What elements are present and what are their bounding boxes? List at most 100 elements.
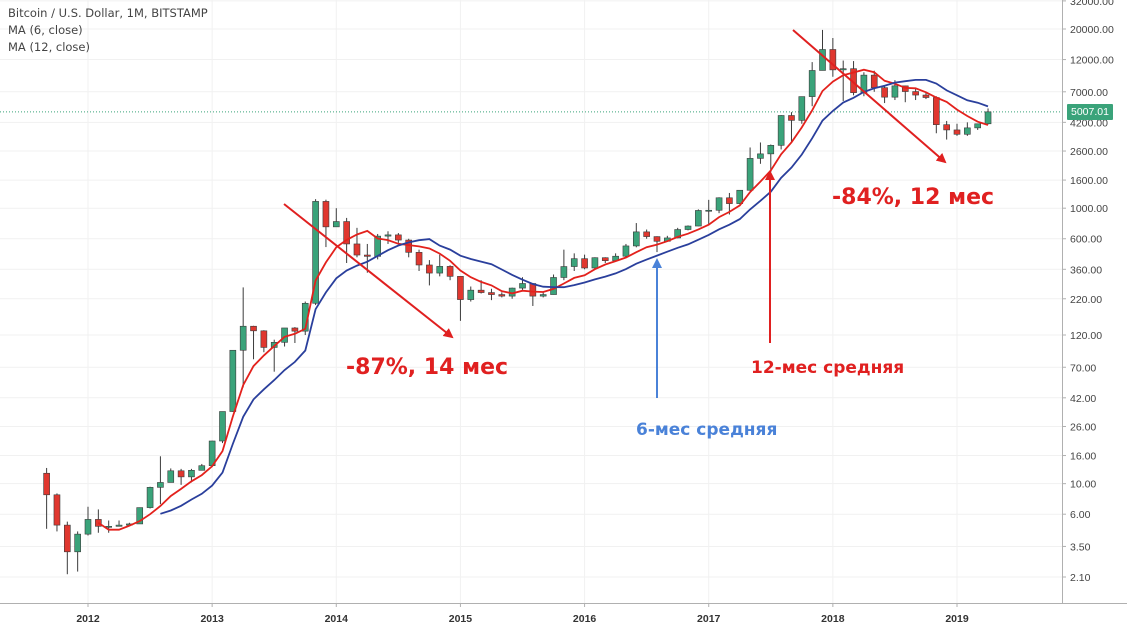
- candle-down: [581, 258, 588, 269]
- candle-down: [912, 91, 919, 96]
- x-tick-label: 2019: [945, 613, 969, 625]
- candle-up: [819, 49, 826, 71]
- candle-up: [74, 533, 81, 553]
- candle-down: [64, 524, 71, 553]
- candle-up: [622, 245, 630, 257]
- candle-down: [250, 325, 257, 332]
- candle-down: [53, 494, 61, 526]
- chart-legend: Bitcoin / U.S. Dollar, 1M, BITSTAMP MA (…: [8, 5, 208, 56]
- candle-down: [488, 292, 495, 295]
- candle-up: [632, 231, 640, 247]
- candle-down: [788, 115, 795, 121]
- x-tick-label: 2017: [697, 613, 721, 625]
- y-tick-label: 12000.00: [1070, 55, 1114, 67]
- candle-up: [715, 197, 723, 211]
- candle-down: [498, 294, 506, 297]
- candle-up: [746, 158, 754, 191]
- y-tick-label: 1600.00: [1070, 175, 1108, 187]
- candle-down: [870, 74, 878, 88]
- candle-up: [798, 96, 806, 121]
- candle-up: [167, 470, 175, 483]
- y-tick-label: 4200.00: [1070, 117, 1108, 129]
- candle-up: [964, 127, 971, 135]
- candle-up: [105, 526, 112, 528]
- y-tick-label: 7000.00: [1070, 87, 1108, 99]
- candle-up: [674, 229, 681, 239]
- candle-down: [829, 49, 837, 71]
- candle-down: [933, 97, 940, 125]
- candles: [43, 29, 992, 575]
- candle-up: [436, 266, 444, 274]
- candle-up: [539, 294, 547, 297]
- candle-up: [198, 465, 206, 471]
- candle-down: [177, 470, 185, 478]
- candle-up: [188, 470, 195, 478]
- candle-up: [312, 201, 319, 304]
- candle-down: [922, 94, 930, 98]
- annotation-drop-2018: -84%, 12 мес: [832, 185, 995, 210]
- x-tick-label: 2018: [821, 613, 845, 625]
- arrow-drop-2018: [792, 29, 947, 164]
- x-tick-label: 2012: [76, 613, 100, 625]
- candle-down: [446, 266, 454, 277]
- candle-down: [353, 243, 361, 256]
- legend-ma12: MA (12, close): [8, 40, 90, 54]
- candle-up: [974, 123, 981, 129]
- candle-up: [136, 507, 144, 525]
- annotation-ma12: 12-мес средняя: [751, 358, 905, 378]
- candle-up: [384, 234, 392, 237]
- y-tick-label: 600.00: [1070, 234, 1102, 246]
- annotation-arrows: [283, 29, 947, 398]
- x-tick-label: 2013: [200, 613, 224, 625]
- candle-down: [477, 289, 485, 293]
- candle-down: [653, 236, 661, 242]
- candle-up: [84, 519, 92, 535]
- candle-up: [705, 209, 713, 212]
- candle-up: [467, 289, 475, 300]
- x-tick-label: 2014: [325, 613, 349, 625]
- grid: [0, 0, 1062, 603]
- candle-up: [684, 225, 692, 230]
- y-tick-label: 70.00: [1070, 362, 1096, 374]
- candle-down: [322, 201, 330, 228]
- candle-up: [757, 153, 764, 159]
- candle-up: [229, 349, 237, 412]
- last-price-label: 5007.01: [1067, 103, 1113, 120]
- candle-up: [591, 257, 599, 269]
- candle-down: [364, 254, 371, 257]
- candle-down: [601, 257, 609, 261]
- candle-up: [777, 115, 785, 146]
- ma12-line: [160, 79, 989, 515]
- y-tick-label: 360.00: [1070, 264, 1102, 276]
- y-tick-label: 16.00: [1070, 451, 1096, 463]
- candle-up: [695, 210, 702, 227]
- candle-up: [560, 266, 568, 278]
- candle-up: [146, 487, 154, 508]
- candle-up: [984, 111, 992, 125]
- y-tick-label: 1000.00: [1070, 203, 1108, 215]
- candle-up: [332, 221, 340, 228]
- candle-up: [736, 189, 744, 204]
- candle-down: [426, 264, 433, 274]
- y-tick-label: 42.00: [1070, 393, 1096, 405]
- y-tick-label: 32000.00: [1070, 0, 1114, 8]
- candle-down: [43, 472, 50, 496]
- y-tick-label: 3.50: [1070, 541, 1091, 553]
- candle-down: [726, 197, 733, 204]
- candle-down: [415, 252, 423, 266]
- moving-averages: [97, 68, 989, 531]
- legend-ma6: MA (6, close): [8, 23, 83, 37]
- candle-up: [281, 327, 288, 343]
- candle-down: [457, 276, 464, 300]
- x-tick-label: 2015: [449, 613, 473, 625]
- candle-up: [219, 411, 226, 442]
- candle-down: [260, 330, 268, 348]
- candle-up: [270, 342, 278, 348]
- candle-up: [891, 85, 899, 98]
- y-tick-label: 6.00: [1070, 509, 1091, 521]
- candle-down: [291, 327, 299, 332]
- candle-up: [157, 482, 164, 488]
- y-tick-label: 26.00: [1070, 421, 1096, 433]
